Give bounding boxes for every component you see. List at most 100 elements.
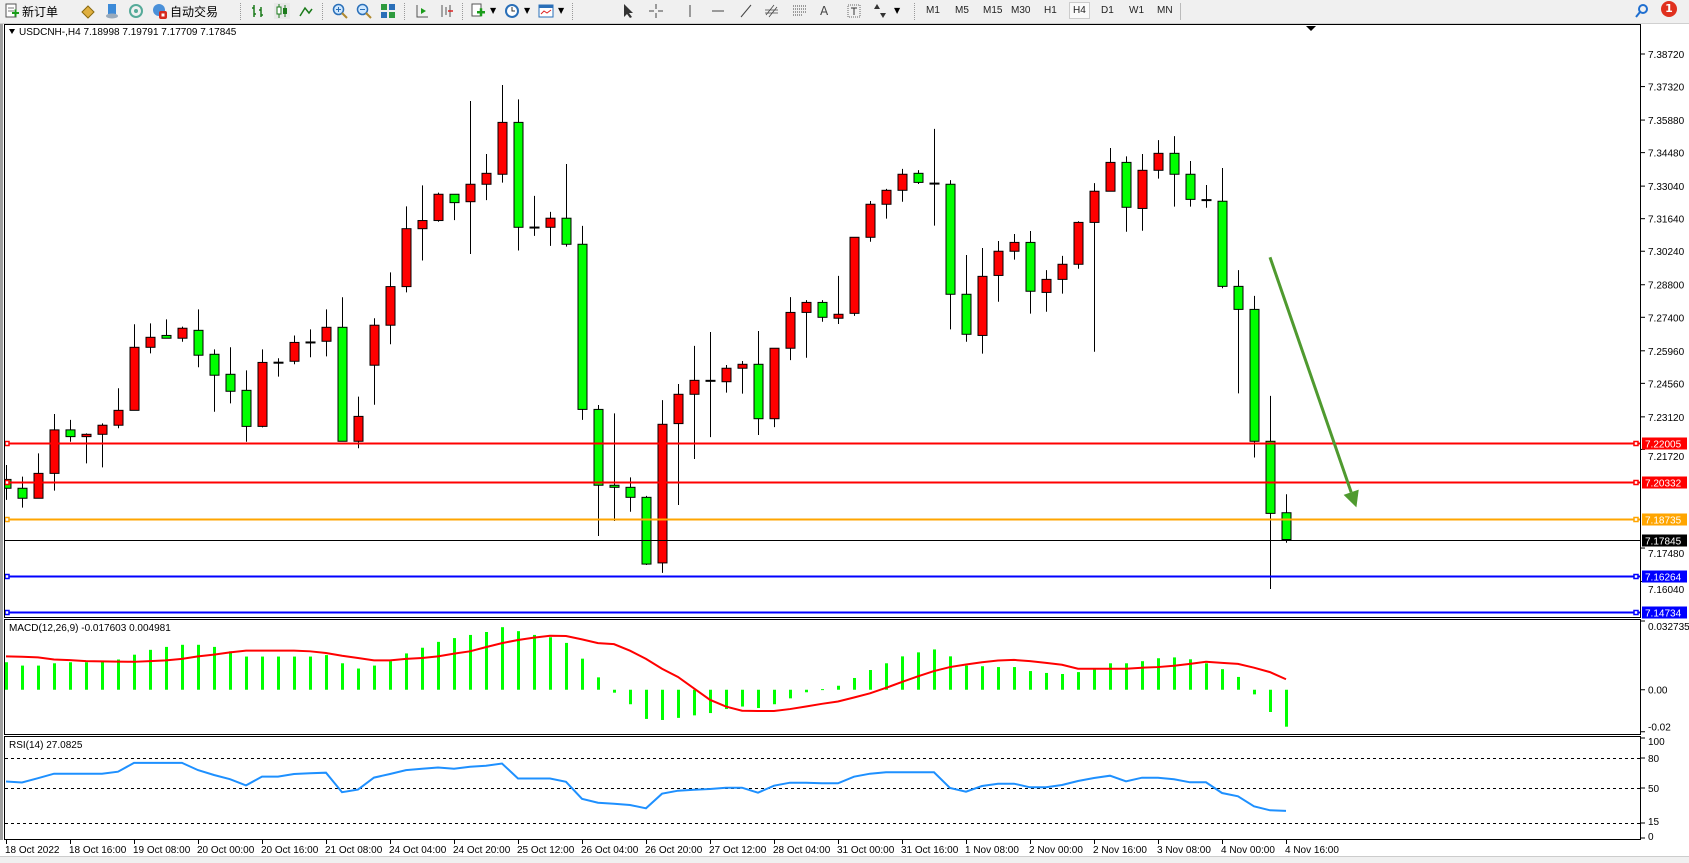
candle-body (1041, 278, 1052, 293)
candle-body (177, 327, 188, 339)
horizontal-line-icon[interactable] (710, 3, 726, 19)
macd-histogram-bar (581, 658, 584, 690)
candle-body (929, 182, 940, 185)
macd-histogram-bar (197, 644, 200, 690)
indicators-icon[interactable] (470, 3, 486, 19)
candle-body (689, 379, 700, 395)
candle (545, 211, 556, 246)
periods-icon[interactable] (504, 3, 520, 19)
timeframe-d1[interactable]: D1 (1101, 5, 1114, 16)
chart-shift-icon[interactable] (414, 3, 430, 19)
fibonacci-channel-icon[interactable] (764, 3, 780, 19)
candle (529, 195, 540, 236)
candle (417, 185, 428, 261)
dropdown-arrow-icon[interactable]: ▼ (558, 6, 565, 15)
time-axis-label: 25 Oct 12:00 (517, 845, 575, 856)
level-price-tag (1642, 513, 1687, 526)
symbol-menu-triangle-icon[interactable] (9, 29, 15, 34)
candle-body (641, 496, 652, 565)
search-icon[interactable] (1634, 3, 1650, 19)
notification-badge[interactable]: 1 (1661, 1, 1677, 17)
candle-body (417, 220, 428, 230)
dropdown-arrow-icon[interactable]: ▼ (524, 6, 531, 15)
candle-body (1073, 221, 1084, 265)
candle-body (913, 172, 924, 183)
current-price-tag (1642, 534, 1687, 547)
timeframe-m15[interactable]: M15 (983, 5, 1003, 16)
trendline-icon[interactable] (738, 3, 754, 19)
vertical-line-icon[interactable] (682, 3, 698, 19)
arrow-head-icon (1343, 489, 1359, 508)
bar-chart-icon[interactable] (250, 3, 266, 19)
crosshair-icon[interactable] (648, 3, 664, 19)
candle-body (337, 326, 348, 442)
new-order-button[interactable]: 新订单 (4, 2, 58, 20)
line-chart-icon[interactable] (298, 3, 314, 19)
timeframe-m30[interactable]: M30 (1011, 5, 1031, 16)
chart-shift-marker-icon[interactable] (1306, 26, 1316, 31)
price-axis-label: 7.16040 (1648, 585, 1685, 596)
time-axis-label: 28 Oct 04:00 (773, 845, 831, 856)
rsi-line (5, 761, 1287, 812)
chart-header: USDCNH-,H4 7.18998 7.19791 7.17709 7.178… (19, 27, 237, 38)
arrows-icon[interactable] (872, 3, 888, 19)
zoom-out-icon[interactable] (356, 3, 372, 19)
macd-histogram-bar (549, 637, 552, 690)
candle (1185, 160, 1196, 207)
time-axis-label: 3 Nov 08:00 (1157, 845, 1211, 856)
price-axis-label: 7.35880 (1648, 116, 1685, 127)
timeframe-w1[interactable]: W1 (1129, 5, 1144, 16)
candle-body (881, 189, 892, 205)
rsi-axis-label: 15 (1648, 817, 1660, 828)
timeframe-m1[interactable]: M1 (926, 5, 940, 16)
zoom-in-icon[interactable] (332, 3, 348, 19)
time-axis-label: 27 Oct 12:00 (709, 845, 767, 856)
candle (737, 361, 748, 394)
autoscroll-icon[interactable] (438, 3, 454, 19)
fibonacci-icon[interactable] (792, 3, 808, 19)
candle (449, 193, 460, 221)
market-watch-icon[interactable] (80, 3, 96, 19)
macd-histogram-bar (917, 652, 920, 690)
macd-histogram-bar (1093, 669, 1096, 690)
macd-histogram-bar (901, 656, 904, 690)
macd-histogram-bar (453, 638, 456, 690)
macd-histogram-bar (773, 689, 776, 705)
candlestick-icon[interactable] (274, 3, 290, 19)
tile-windows-icon[interactable] (380, 3, 396, 19)
candle (113, 388, 124, 429)
macd-window[interactable] (4, 619, 1641, 735)
time-axis-label: 26 Oct 20:00 (645, 845, 703, 856)
candle-body (65, 429, 76, 438)
macd-histogram-bar (533, 634, 536, 690)
level-anchor-handle (1633, 479, 1639, 486)
candle (801, 300, 812, 358)
dropdown-arrow-icon[interactable]: ▼ (490, 6, 497, 15)
cursor-icon[interactable] (620, 3, 636, 19)
macd-axis-label: 0.032735 (1648, 622, 1689, 633)
macd-histogram-bar (485, 631, 488, 690)
macd-histogram-bar (837, 685, 840, 690)
signals-icon[interactable] (128, 3, 144, 19)
candle (1217, 167, 1228, 289)
auto-trading-button[interactable]: 自动交易 (152, 2, 218, 20)
level-anchor-handle (1633, 516, 1639, 523)
candle (161, 319, 172, 339)
timeframe-m5[interactable]: M5 (955, 5, 969, 16)
text-label-icon[interactable] (846, 3, 862, 19)
macd-histogram-bar (757, 689, 760, 709)
templates-icon[interactable] (538, 3, 554, 19)
data-window-icon[interactable] (104, 3, 120, 19)
candle-body (49, 429, 60, 474)
text-icon[interactable]: A (820, 4, 829, 18)
timeframe-h4[interactable]: H4 (1069, 2, 1090, 19)
candle (673, 384, 684, 506)
timeframe-h1[interactable]: H1 (1044, 5, 1057, 16)
candle (961, 254, 972, 342)
timeframe-mn[interactable]: MN (1157, 5, 1173, 16)
candle-body (961, 293, 972, 335)
macd-histogram-bar (661, 689, 664, 720)
dropdown-arrow-icon[interactable]: ▼ (894, 6, 901, 15)
candle-body (433, 193, 444, 222)
